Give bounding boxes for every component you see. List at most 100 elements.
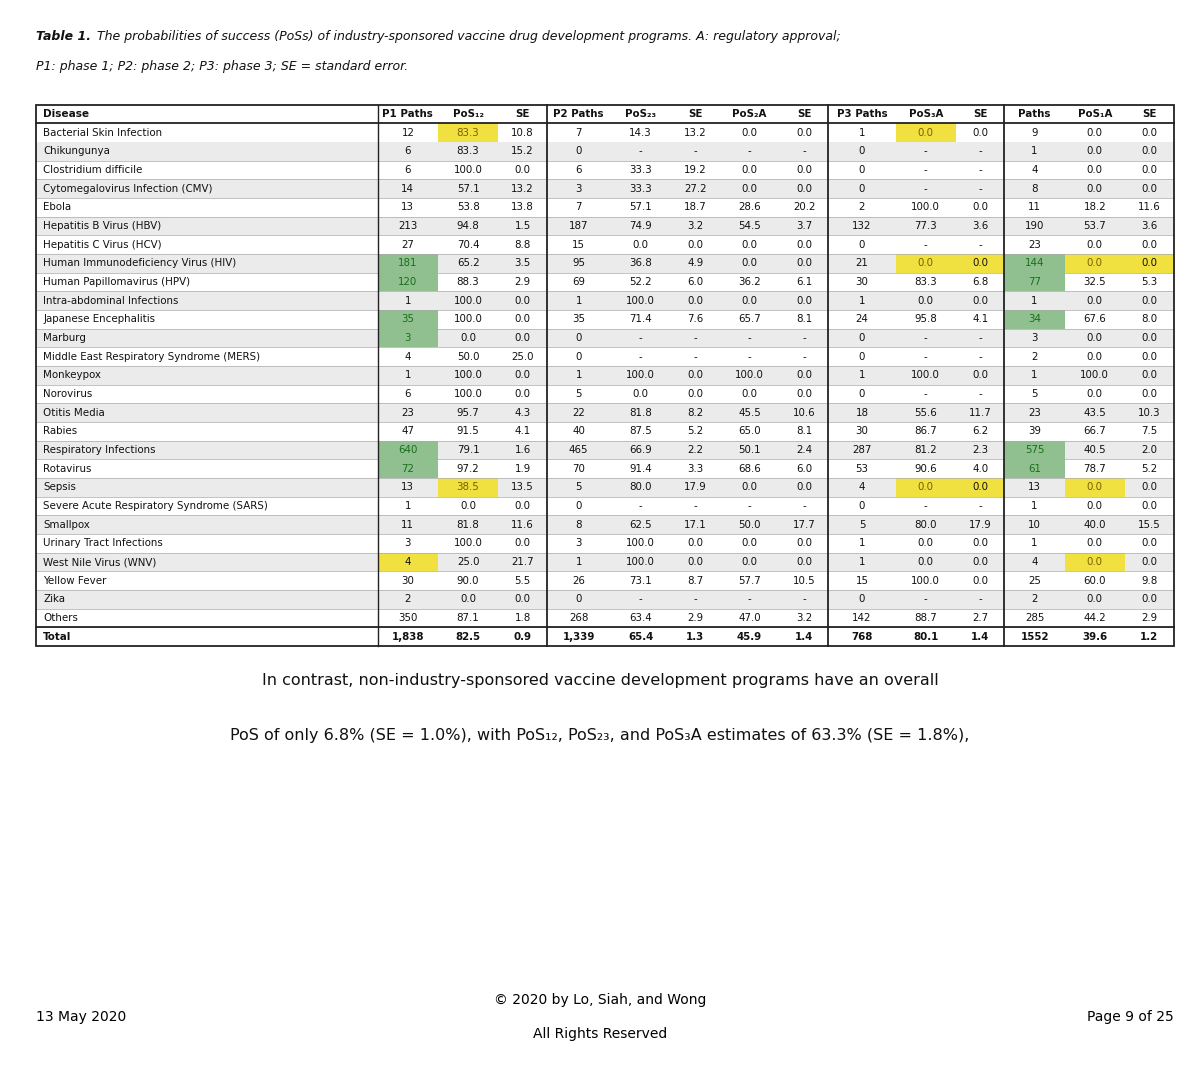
Text: P1: phase 1; P2: phase 2; P3: phase 3; SE = standard error.: P1: phase 1; P2: phase 2; P3: phase 3; S…	[36, 60, 408, 73]
Text: Severe Acute Respiratory Syndrome (SARS): Severe Acute Respiratory Syndrome (SARS)	[43, 501, 268, 512]
Text: 1.8: 1.8	[515, 613, 530, 623]
Text: 0.0: 0.0	[918, 557, 934, 567]
Bar	[1004, 459, 1064, 478]
Text: 0: 0	[576, 333, 582, 343]
Text: 10.5: 10.5	[793, 576, 815, 585]
Text: 0: 0	[576, 351, 582, 362]
Text: 2: 2	[404, 595, 412, 604]
Text: 77.3: 77.3	[914, 221, 937, 231]
Text: PoS of only 6.8% (SE = 1.0%), with PoS₁₂, PoS₂₃, and PoS₃A estimates of 63.3% (S: PoS of only 6.8% (SE = 1.0%), with PoS₁₂…	[230, 728, 970, 743]
Text: 28.6: 28.6	[738, 202, 761, 213]
Bar	[36, 217, 1174, 235]
Text: 6.2: 6.2	[972, 426, 989, 437]
Text: -: -	[924, 184, 928, 193]
Text: 1552: 1552	[1020, 632, 1049, 642]
Text: 190: 190	[1025, 221, 1044, 231]
Text: 18.2: 18.2	[1084, 202, 1106, 213]
Text: 0.0: 0.0	[515, 538, 530, 549]
Text: 27.2: 27.2	[684, 184, 707, 193]
Text: -: -	[802, 146, 806, 156]
Text: 65.7: 65.7	[738, 314, 761, 325]
Text: 0: 0	[576, 595, 582, 604]
Text: -: -	[694, 351, 697, 362]
Text: 81.8: 81.8	[457, 520, 480, 530]
Bar	[36, 105, 1174, 646]
Text: 52.2: 52.2	[630, 277, 652, 287]
Bar	[36, 198, 1174, 217]
Text: 50.0: 50.0	[457, 351, 479, 362]
Text: 5.2: 5.2	[688, 426, 703, 437]
Text: 2.9: 2.9	[1141, 613, 1157, 623]
Text: 100.0: 100.0	[626, 296, 655, 305]
Text: Clostridium difficile: Clostridium difficile	[43, 166, 143, 175]
Text: 0.0: 0.0	[796, 166, 812, 175]
Text: 0.0: 0.0	[1141, 501, 1157, 512]
Text: Hepatitis C Virus (HCV): Hepatitis C Virus (HCV)	[43, 239, 162, 250]
Text: 0.0: 0.0	[515, 501, 530, 512]
Text: Disease: Disease	[43, 109, 89, 119]
Text: 0.0: 0.0	[742, 296, 757, 305]
Text: 0.0: 0.0	[918, 483, 934, 492]
Text: 0.0: 0.0	[1087, 258, 1103, 268]
Text: 3.2: 3.2	[688, 221, 703, 231]
Text: 3.6: 3.6	[972, 221, 989, 231]
Text: 100.0: 100.0	[454, 389, 482, 399]
Text: 40: 40	[572, 426, 586, 437]
Text: 18: 18	[856, 408, 869, 418]
Text: 1,838: 1,838	[391, 632, 424, 642]
Text: -: -	[748, 146, 751, 156]
Text: -: -	[802, 501, 806, 512]
Text: 0.0: 0.0	[1141, 258, 1157, 268]
Bar	[1064, 478, 1124, 497]
Text: 94.8: 94.8	[457, 221, 480, 231]
Text: 40.0: 40.0	[1084, 520, 1106, 530]
Text: 0: 0	[576, 501, 582, 512]
Text: Marburg: Marburg	[43, 333, 86, 343]
Text: All Rights Reserved: All Rights Reserved	[533, 1026, 667, 1041]
Text: 47.0: 47.0	[738, 613, 761, 623]
Text: -: -	[978, 501, 982, 512]
Text: 71.4: 71.4	[629, 314, 652, 325]
Text: 0.0: 0.0	[515, 166, 530, 175]
Text: 12: 12	[402, 128, 414, 138]
Bar	[956, 478, 1004, 497]
Text: 6.1: 6.1	[796, 277, 812, 287]
Text: 0.0: 0.0	[796, 239, 812, 250]
Text: 8: 8	[576, 520, 582, 530]
Text: 0: 0	[859, 501, 865, 512]
Text: 66.7: 66.7	[1084, 426, 1106, 437]
Bar	[36, 609, 1174, 628]
Text: 0: 0	[576, 146, 582, 156]
Bar	[895, 123, 956, 142]
Text: 80.0: 80.0	[914, 520, 937, 530]
Text: 23: 23	[1028, 408, 1042, 418]
Text: 0.0: 0.0	[918, 538, 934, 549]
Text: -: -	[638, 351, 642, 362]
Text: 0.0: 0.0	[742, 538, 757, 549]
Bar	[378, 441, 438, 459]
Text: 4: 4	[1031, 166, 1038, 175]
Text: 0.0: 0.0	[1087, 166, 1103, 175]
Text: 6: 6	[404, 166, 412, 175]
Text: 0: 0	[859, 351, 865, 362]
Text: 8.8: 8.8	[515, 239, 530, 250]
Text: Norovirus: Norovirus	[43, 389, 92, 399]
Text: 22: 22	[572, 408, 586, 418]
Text: 32.5: 32.5	[1084, 277, 1106, 287]
Text: 100.0: 100.0	[1080, 371, 1109, 380]
Text: 3: 3	[576, 184, 582, 193]
Text: SE: SE	[973, 109, 988, 119]
Text: -: -	[748, 351, 751, 362]
Text: 6.8: 6.8	[972, 277, 989, 287]
Text: Respiratory Infections: Respiratory Infections	[43, 445, 156, 455]
Text: 8: 8	[1031, 184, 1038, 193]
Text: 0.0: 0.0	[742, 258, 757, 268]
Text: 2.9: 2.9	[515, 277, 530, 287]
Bar	[36, 459, 1174, 478]
Text: -: -	[638, 501, 642, 512]
Text: 2.4: 2.4	[796, 445, 812, 455]
Text: 100.0: 100.0	[454, 296, 482, 305]
Bar	[378, 310, 438, 329]
Text: 95: 95	[572, 258, 586, 268]
Text: 50.0: 50.0	[738, 520, 761, 530]
